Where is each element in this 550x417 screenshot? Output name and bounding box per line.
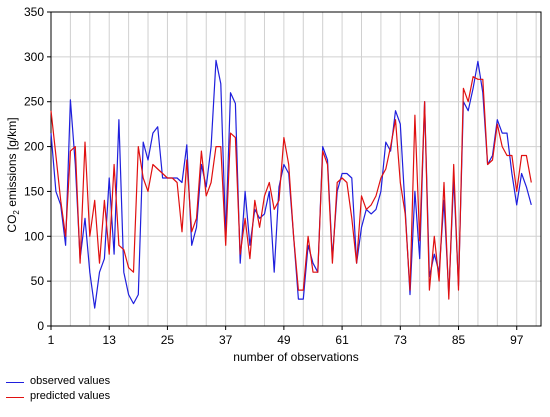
x-axis-label: number of observations bbox=[233, 350, 358, 364]
legend-label-predicted: predicted values bbox=[30, 390, 111, 402]
y-tick-label: 150 bbox=[24, 184, 44, 198]
series-lines bbox=[50, 59, 532, 309]
y-tick-label: 200 bbox=[24, 140, 44, 154]
x-axis-ticks: 1 13 25 37 49 61 73 85 97 bbox=[48, 326, 524, 347]
y-tick-label: 350 bbox=[24, 5, 44, 19]
y-tick-label: 0 bbox=[37, 319, 44, 333]
legend-item-predicted: predicted values bbox=[6, 389, 110, 404]
x-tick-label: 73 bbox=[394, 333, 408, 347]
y-tick-label: 250 bbox=[24, 95, 44, 109]
y-axis-label: CO2 emissions [g/km] bbox=[5, 117, 21, 232]
x-tick-label: 85 bbox=[452, 333, 466, 347]
legend: observed values predicted values bbox=[6, 374, 110, 404]
y-axis-label-rest: emissions [g/km] bbox=[5, 117, 19, 210]
y-axis-label-subscript: 2 bbox=[12, 210, 21, 215]
x-tick-label: 49 bbox=[277, 333, 291, 347]
legend-label-observed: observed values bbox=[30, 375, 111, 387]
x-tick-label: 1 bbox=[48, 333, 55, 347]
x-tick-label: 61 bbox=[335, 333, 349, 347]
y-tick-label: 100 bbox=[24, 229, 44, 243]
y-tick-label: 300 bbox=[24, 50, 44, 64]
plot-area-frame bbox=[50, 11, 542, 327]
grid-lines bbox=[51, 12, 541, 326]
x-tick-label: 13 bbox=[103, 333, 117, 347]
y-tick-label: 50 bbox=[31, 274, 45, 288]
y-axis-ticks: 0 50 100 150 200 250 300 350 bbox=[24, 5, 51, 333]
legend-item-observed: observed values bbox=[6, 374, 110, 389]
x-tick-label: 25 bbox=[161, 333, 175, 347]
legend-swatch-observed bbox=[6, 381, 24, 383]
legend-swatch-predicted bbox=[6, 396, 24, 398]
x-tick-label: 97 bbox=[510, 333, 524, 347]
y-axis-label-main: CO bbox=[5, 215, 19, 233]
x-tick-label: 37 bbox=[219, 333, 233, 347]
series-line-predicted bbox=[50, 75, 532, 300]
